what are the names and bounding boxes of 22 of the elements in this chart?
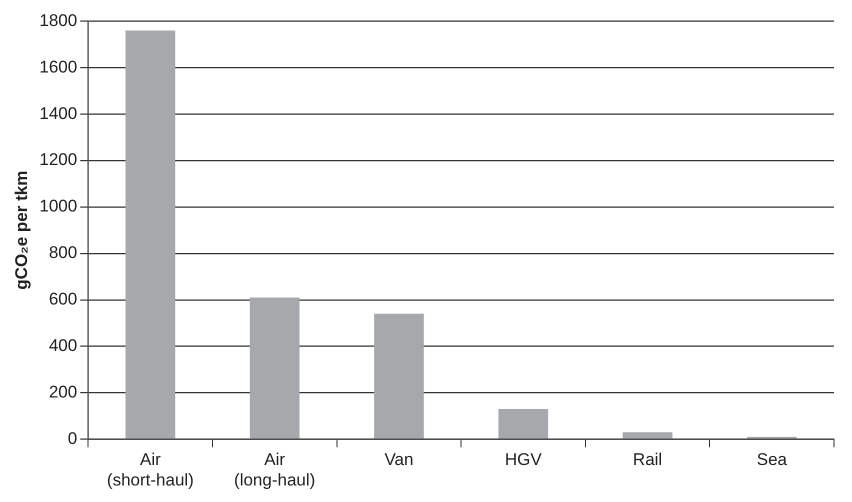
x-tick-label: Van: [384, 450, 414, 470]
bar: [126, 30, 176, 439]
y-tick-label: 1400: [39, 104, 78, 123]
y-tick-label: 1600: [39, 57, 78, 76]
y-tick-label: 0: [68, 428, 78, 448]
bar: [498, 409, 548, 439]
y-tick-label: 800: [48, 243, 78, 262]
y-tick-label: 400: [48, 336, 78, 355]
x-tick-label: Rail: [632, 450, 662, 470]
bar: [622, 432, 672, 439]
bar: [374, 314, 424, 439]
y-axis-title: gCO₂e per tkm: [12, 170, 31, 290]
x-tick-label: Air (short-haul): [106, 450, 194, 490]
y-tick-label: 1200: [39, 150, 78, 170]
y-tick-label: 200: [48, 382, 78, 402]
bar: [250, 298, 300, 439]
y-tick-label: 1800: [39, 10, 78, 30]
y-tick-label: 600: [48, 290, 78, 309]
x-tick-label: Air (long-haul): [234, 450, 316, 490]
x-tick-label: HGV: [504, 450, 542, 470]
y-tick-label: 1000: [39, 196, 78, 216]
x-tick-label: Sea: [756, 450, 788, 470]
